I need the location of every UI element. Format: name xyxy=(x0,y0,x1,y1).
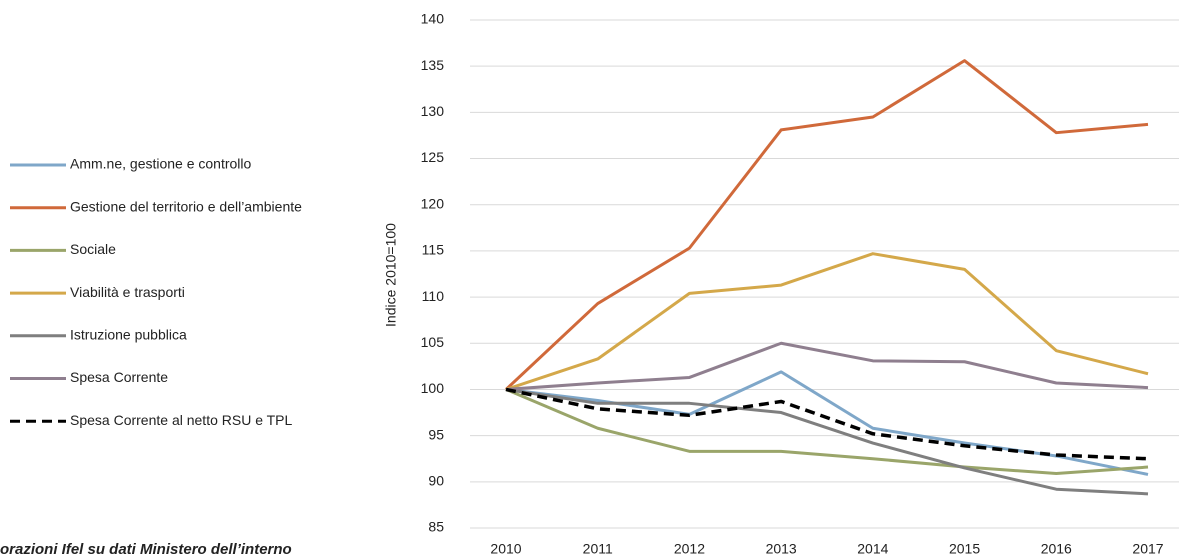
x-tick-label: 2015 xyxy=(949,541,980,557)
legend-label: Sociale xyxy=(70,241,116,257)
series-line xyxy=(505,252,1149,391)
series-line xyxy=(505,387,1149,461)
source-note: orazioni Ifel su dati Ministero dell’int… xyxy=(0,541,292,558)
y-tick-label: 130 xyxy=(421,103,445,119)
x-tick-label: 2011 xyxy=(583,541,613,557)
x-tick-label: 2017 xyxy=(1132,541,1163,557)
series-line xyxy=(504,59,1149,391)
x-tick-label: 2013 xyxy=(766,541,797,557)
y-tick-label: 105 xyxy=(421,334,445,350)
x-tick-label: 2016 xyxy=(1041,541,1072,557)
x-tick-label: 2010 xyxy=(490,541,521,557)
y-tick-label: 95 xyxy=(428,426,444,442)
y-tick-label: 90 xyxy=(428,473,444,489)
series-line xyxy=(505,341,1149,391)
y-axis-label: Indice 2010=100 xyxy=(383,223,399,327)
y-tick-label: 120 xyxy=(421,195,445,211)
series-line xyxy=(505,388,1149,476)
legend-label: Spesa Corrente al netto RSU e TPL xyxy=(70,412,293,428)
legend-label: Spesa Corrente xyxy=(70,369,168,385)
legend-label: Gestione del territorio e dell’ambiente xyxy=(70,198,302,214)
series-line xyxy=(505,387,1149,496)
y-tick-label: 115 xyxy=(422,242,445,258)
x-tick-label: 2012 xyxy=(674,541,705,557)
y-tick-label: 110 xyxy=(422,288,445,304)
y-tick-label: 140 xyxy=(421,11,445,27)
series-line xyxy=(505,370,1149,476)
x-tick-label: 2014 xyxy=(857,541,888,557)
legend-label: Viabilità e trasporti xyxy=(70,284,185,300)
y-tick-label: 135 xyxy=(421,57,445,73)
legend-label: Amm.ne, gestione e controllo xyxy=(70,156,252,172)
y-tick-label: 100 xyxy=(421,380,445,396)
legend-label: Istruzione pubblica xyxy=(70,327,187,343)
y-tick-label: 85 xyxy=(428,519,444,535)
y-tick-label: 125 xyxy=(421,149,445,165)
